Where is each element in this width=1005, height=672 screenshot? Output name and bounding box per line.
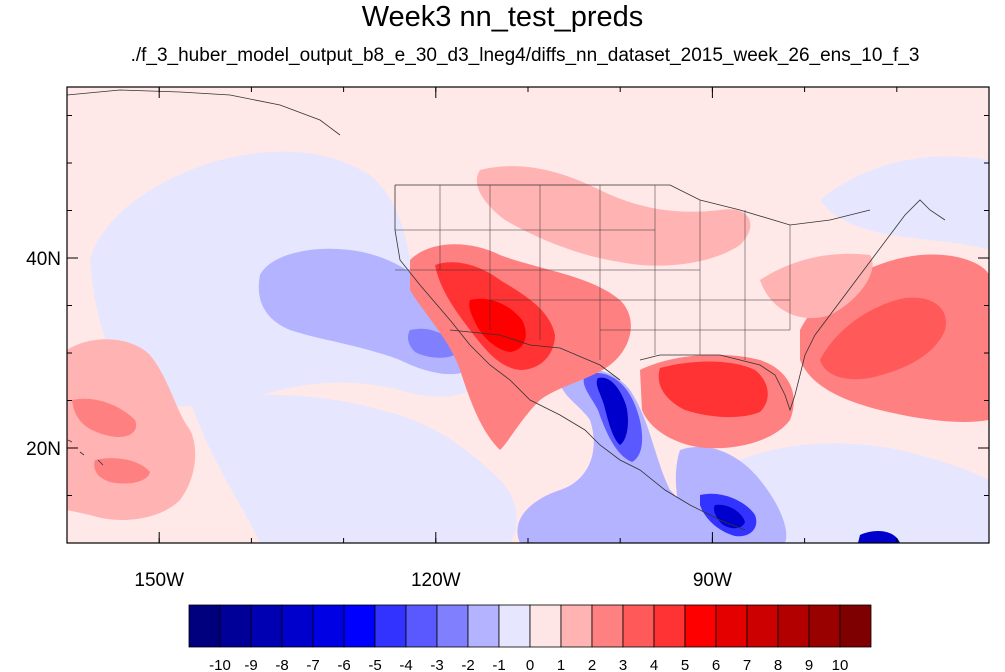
colorbar-label: -10 (209, 657, 231, 672)
colorbar-swatch (250, 604, 283, 648)
west-pacific-warm-core (72, 398, 137, 438)
us-state-lines (395, 185, 791, 360)
caribbean-light-blue-region (736, 443, 989, 543)
colorbar-label: -8 (275, 657, 288, 672)
us-mexico-border (449, 329, 621, 381)
colorbar-swatch (219, 604, 252, 648)
colorbar-label: -2 (461, 657, 474, 672)
figure-subtitle: ./f_3_huber_model_output_b8_e_30_d3_lneg… (130, 45, 920, 66)
colorbar-swatch (529, 604, 562, 648)
colorbar-swatch (343, 604, 376, 648)
colorbar-label: -9 (244, 657, 257, 672)
colorbar-swatch (281, 604, 314, 648)
colorbar-label: -1 (492, 657, 505, 672)
colorbar-swatch (622, 604, 655, 648)
mexico-cold-deep-core (596, 377, 628, 445)
us-canada-border (395, 184, 871, 226)
colorbar-label: 9 (805, 657, 813, 672)
map-panel (66, 86, 990, 544)
colorbar-label: -3 (430, 657, 443, 672)
north-central-warm-region (476, 166, 751, 266)
central-america-cold-region (675, 446, 787, 543)
colorbar-label: 7 (743, 657, 751, 672)
lat-tick-label: 40N (26, 249, 61, 270)
colorbar-swatch (374, 604, 407, 648)
east-coast-warm-region (760, 253, 873, 319)
hawaii-warm-core (94, 458, 150, 484)
colorbar-label: 3 (619, 657, 627, 672)
north-american-coastline (394, 185, 946, 531)
atlantic-light-blue-region (820, 156, 989, 250)
anomaly-field (67, 89, 989, 543)
colorbar-swatch (467, 604, 500, 648)
lat-tick-label: 20N (26, 439, 61, 460)
colorbar-swatch (777, 604, 810, 648)
colorbar-label: 10 (832, 657, 849, 672)
colorbar-swatch (591, 604, 624, 648)
colorbar-label: 5 (681, 657, 689, 672)
colorbar-swatch (653, 604, 686, 648)
lon-tick-label: 120W (411, 570, 461, 591)
caribbean-cold-spot (858, 531, 900, 543)
colorbar-label: 0 (526, 657, 534, 672)
colorbar-swatch (808, 604, 841, 648)
colorbar-label: -7 (306, 657, 319, 672)
alaska-coastline (67, 89, 341, 136)
colorbar-label: -4 (399, 657, 412, 672)
gulf-warm-core (658, 361, 768, 418)
hawaii-islands (67, 439, 104, 466)
colorbar-swatch (188, 604, 221, 648)
colorbar-label: 4 (650, 657, 658, 672)
colorbar-swatch (715, 604, 748, 648)
lon-tick-label: 90W (693, 570, 732, 591)
colorbar-swatch (436, 604, 469, 648)
colorbar-label: 2 (588, 657, 596, 672)
colorbar-swatch (498, 604, 531, 648)
colorbar-label: 1 (557, 657, 565, 672)
atlantic-warm-core (820, 297, 946, 380)
colorbar-swatch (746, 604, 779, 648)
colorbar-label: -6 (337, 657, 350, 672)
mexico-pacific-cold-region (517, 369, 694, 543)
central-pacific-light-blue-region (190, 394, 517, 543)
colorbar-swatch (405, 604, 438, 648)
colorbar-label: 6 (712, 657, 720, 672)
colorbar-swatch (684, 604, 717, 648)
colorbar-swatch (839, 604, 872, 648)
colorbar-label: 8 (774, 657, 782, 672)
axis-ticks (66, 87, 990, 544)
colorbar: -10 -9 -8 -7 -6 -5 -4 -3 -2 -1 0 1 2 3 4 5 6 7 8 9 10 (188, 604, 872, 672)
axis-labels: 150W 120W 90W 40N 20N (26, 249, 732, 591)
figure-title: Week3 nn_test_preds (361, 1, 644, 33)
coastlines-and-borders (67, 89, 946, 531)
lon-tick-label: 150W (134, 570, 184, 591)
central-america-cold-deep-core (713, 504, 745, 529)
colorbar-swatch (312, 604, 345, 648)
pacific-cold-core (407, 328, 460, 358)
colorbar-label: -5 (368, 657, 381, 672)
colorbar-swatch (560, 604, 593, 648)
